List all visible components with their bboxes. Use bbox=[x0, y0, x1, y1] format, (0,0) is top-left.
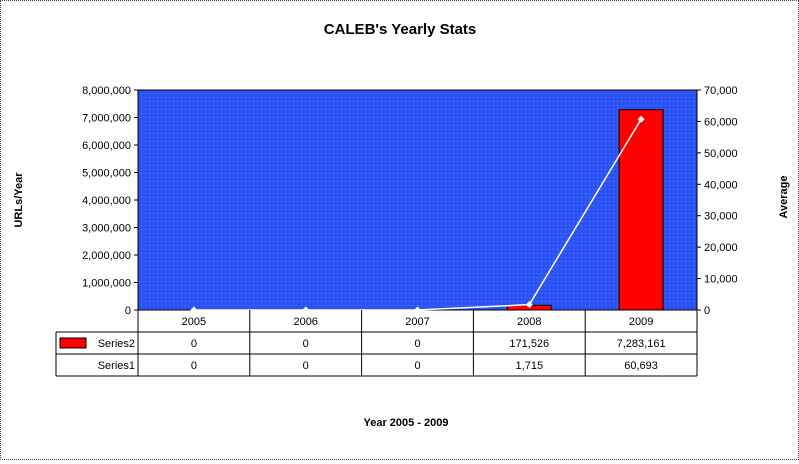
y-tick-label: 4,000,000 bbox=[82, 195, 131, 207]
y2-tick-label: 70,000 bbox=[704, 85, 738, 97]
x-tick-label: 2006 bbox=[293, 316, 317, 328]
bar bbox=[618, 109, 664, 311]
y2-tick-label: 40,000 bbox=[704, 179, 738, 191]
y2-tick-label: 10,000 bbox=[704, 274, 738, 286]
y-tick-label: 6,000,000 bbox=[82, 140, 131, 152]
data-label: 171,526 bbox=[509, 338, 549, 350]
y-tick-label: 0 bbox=[125, 305, 131, 317]
y2-tick-label: 30,000 bbox=[704, 211, 738, 223]
x-tick-label: 2008 bbox=[517, 316, 541, 328]
line-point bbox=[302, 306, 310, 314]
y2-tick-label: 60,000 bbox=[704, 116, 738, 128]
legend-label: Series2 bbox=[98, 338, 135, 350]
data-label: 0 bbox=[303, 360, 309, 372]
data-label: 60,693 bbox=[624, 360, 658, 372]
data-table: 2005 2006 2007 2008 2009 Series2 0 0 0 171,526 7,2… bbox=[55, 310, 698, 377]
y-axis-title: URLs/Year bbox=[13, 172, 25, 228]
y2-tick-label: 50,000 bbox=[704, 148, 738, 160]
x-axis-title: Year 2005 - 2009 bbox=[363, 417, 448, 429]
y-axis: 0 1,000,000 2,000,000 3,000,000 4,000,000 5,0… bbox=[82, 85, 139, 317]
data-label: 1,715 bbox=[516, 360, 544, 372]
data-label: 7,283,161 bbox=[617, 338, 666, 350]
y-tick-label: 5,000,000 bbox=[82, 168, 131, 180]
y-tick-label: 1,000,000 bbox=[82, 278, 131, 290]
y-tick-label: 8,000,000 bbox=[82, 85, 131, 97]
line-point bbox=[525, 301, 533, 309]
data-label: 0 bbox=[303, 338, 309, 350]
y2-tick-label: 0 bbox=[704, 305, 710, 317]
x-tick-label: 2009 bbox=[629, 316, 653, 328]
y2-tick-label: 20,000 bbox=[704, 242, 738, 254]
legend-key bbox=[59, 337, 87, 349]
y2-axis: 0 10,000 20,000 30,000 40,000 50,000 60,000 70,… bbox=[696, 85, 738, 317]
line-point bbox=[637, 115, 645, 123]
x-tick-label: 2007 bbox=[405, 316, 429, 328]
data-label: 0 bbox=[414, 338, 420, 350]
x-tick-label: 2005 bbox=[182, 316, 206, 328]
chart-title: CALEB's Yearly Stats bbox=[324, 21, 477, 38]
plot-texture bbox=[138, 90, 697, 310]
y-tick-label: 2,000,000 bbox=[82, 250, 131, 262]
line-point bbox=[190, 306, 198, 314]
data-label: 0 bbox=[191, 338, 197, 350]
data-label: 0 bbox=[191, 360, 197, 372]
y-tick-label: 3,000,000 bbox=[82, 223, 131, 235]
plot-area bbox=[137, 89, 698, 314]
line-point bbox=[414, 306, 421, 314]
y-tick-label: 7,000,000 bbox=[82, 113, 131, 125]
data-label: 0 bbox=[414, 360, 420, 372]
y2-axis-title: Average bbox=[778, 175, 790, 218]
legend-label: Series1 bbox=[98, 360, 135, 372]
